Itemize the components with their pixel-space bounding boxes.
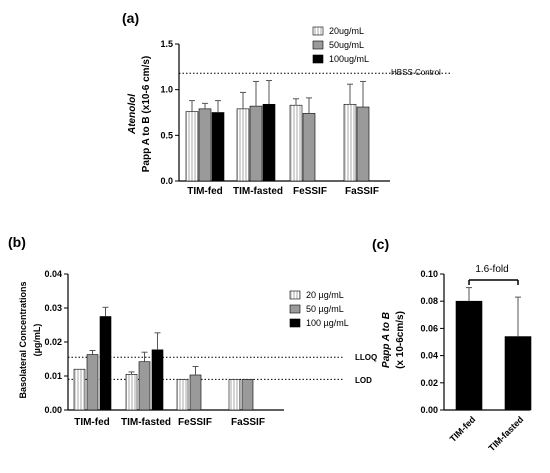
- panel-b-y-tick-label: 0.00: [44, 405, 62, 415]
- panel-a-category-label: TIM-fasted: [233, 186, 283, 197]
- panel-b-reference-label-lloq: LLOQ: [355, 353, 377, 362]
- panel-a-chart: 0.0 0.5 1.0 1.5 TIM-fed TIM-fasted FeSSIF FaSSI…: [127, 26, 450, 197]
- panel-a-bar: [236, 108, 250, 182]
- panel-a-bar: [198, 108, 212, 182]
- panel-a-bar: [343, 103, 357, 182]
- panel-b-bar: [138, 361, 151, 411]
- panel-c-y-tick-label: 0.00: [420, 405, 438, 415]
- panel-label-c: (c): [372, 236, 389, 252]
- panel-a-bar: [185, 111, 199, 182]
- panel-b-bar: [228, 379, 241, 411]
- panel-a-y-tick-label: 1.5: [160, 39, 173, 49]
- panel-a-bar: [302, 113, 316, 182]
- panel-b-bar: [189, 374, 202, 411]
- panel-b-legend-swatch: [289, 304, 301, 314]
- panel-a-y-axis-subtitle: Papp A to B (x10-6 cm/s): [141, 56, 152, 173]
- panel-b-legend-label: 20 µg/mL: [306, 290, 344, 300]
- panel-c-y-tick-label: 0.06: [420, 323, 438, 333]
- panel-a-legend-label: 50ug/mL: [329, 40, 364, 50]
- panel-b-y-tick-label: 0.02: [44, 337, 62, 347]
- panel-c-bar: [455, 300, 483, 411]
- panel-b-y-tick-label: 0.04: [44, 269, 62, 279]
- panel-b-legend-label: 100 µg/mL: [306, 318, 349, 328]
- panel-a-category-label: TIM-fed: [187, 186, 223, 197]
- panel-a-legend-label: 20ug/mL: [329, 26, 364, 36]
- panel-a-y-axis-title: Atenolol: [127, 94, 138, 135]
- panel-b-category-label: FeSSIF: [178, 417, 212, 428]
- panel-a-y-tick-label: 0.0: [160, 176, 173, 186]
- panel-b-bar: [241, 379, 254, 411]
- panel-a-bar: [262, 103, 276, 182]
- panel-c-y-tick-label: 0.04: [420, 351, 438, 361]
- panel-c-y-tick-label: 0.10: [420, 269, 438, 279]
- panel-label-a: (a): [122, 10, 139, 26]
- panel-b-category-label: TIM-fasted: [121, 417, 171, 428]
- panel-c-category-label: TIM-fasted: [487, 414, 526, 453]
- panel-b-category-label: TIM-fed: [74, 417, 110, 428]
- panel-b-bar: [86, 354, 99, 411]
- panel-c-chart: 0.00 0.02 0.04 0.06 0.08 0.10 TIM-fed TIM-faste…: [381, 264, 532, 453]
- panel-label-b: (b): [8, 234, 26, 250]
- panel-c-fold-annotation: 1.6-fold: [475, 264, 508, 275]
- panel-c-y-axis-subtitle: (x 10-6cm/s): [395, 311, 406, 369]
- panel-b-bar: [151, 349, 164, 411]
- panel-a-y-tick-label: 0.5: [160, 130, 173, 140]
- panel-a-bar: [289, 104, 303, 182]
- panel-b-y-tick-label: 0.03: [44, 303, 62, 313]
- panel-a-legend-swatch: [312, 26, 324, 36]
- panel-c-y-axis-title: Papp A to B: [381, 312, 392, 368]
- panel-b-legend-swatch: [289, 318, 301, 328]
- panel-a-legend-label: 100ug/mL: [329, 54, 369, 64]
- panel-a-bar: [356, 106, 370, 182]
- panel-b-category-label: FaSSIF: [231, 417, 265, 428]
- panel-a-legend-swatch: [312, 54, 324, 64]
- panel-c-bar: [504, 336, 532, 411]
- panel-b-reference-label-lod: LOD: [355, 376, 372, 385]
- panel-b-legend-label: 50 µg/mL: [306, 304, 344, 314]
- panel-b-y-axis-subtitle: (µg/mL): [32, 324, 42, 357]
- panel-b-legend-swatch: [289, 290, 301, 300]
- panel-b-y-axis-title: Basolateral Concentrations: [18, 281, 28, 398]
- panel-c-category-label: TIM-fed: [448, 414, 478, 444]
- panel-a-bar: [249, 105, 263, 182]
- panel-a-y-tick-label: 1.0: [160, 85, 173, 95]
- panel-a-reference-label: HBSS Control: [391, 68, 441, 77]
- panel-a-legend-swatch: [312, 40, 324, 50]
- panel-a-category-label: FaSSIF: [345, 186, 379, 197]
- panel-b-bar: [176, 379, 189, 411]
- panel-c-y-tick-label: 0.02: [420, 378, 438, 388]
- panel-b-bar: [73, 368, 86, 411]
- panel-b-bar: [125, 373, 138, 411]
- panel-a-category-label: FeSSIF: [293, 186, 327, 197]
- panel-b-bar: [99, 316, 112, 411]
- panel-c-y-tick-label: 0.08: [420, 296, 438, 306]
- panel-a-bar: [211, 112, 225, 182]
- panel-b-y-tick-label: 0.01: [44, 371, 62, 381]
- panel-b-chart: 0.00 0.01 0.02 0.03 0.04 TIM-fed TIM-fasted FeS…: [18, 269, 377, 428]
